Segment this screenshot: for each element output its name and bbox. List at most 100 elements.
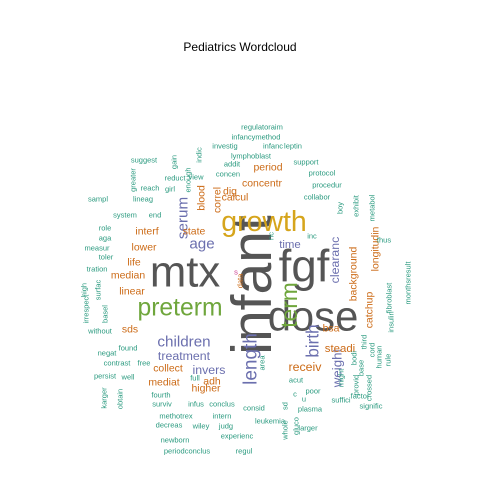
- word-inc: inc: [307, 232, 317, 241]
- word-catchup: catchup: [365, 292, 376, 329]
- word-whole: whole: [281, 420, 290, 441]
- word-surviv: surviv: [152, 400, 172, 409]
- word-investig: investig: [212, 142, 237, 151]
- word-period: period: [253, 163, 282, 174]
- word-bodi: bodi: [350, 351, 359, 366]
- word-aga: aga: [99, 234, 112, 243]
- word-life: life: [127, 258, 141, 269]
- word-s: s: [234, 268, 238, 277]
- word-tration: tration: [87, 265, 108, 274]
- word-mtx: mtx: [150, 248, 221, 297]
- word-concentr: concentr: [242, 179, 283, 190]
- word-addit: addit: [224, 160, 241, 169]
- word-term: term: [276, 282, 302, 328]
- word-conclus: conclus: [209, 400, 235, 409]
- word-longitudin: longitudin: [371, 226, 382, 271]
- word-leukemia: leukemia: [255, 417, 286, 426]
- word-suffici: suffici: [331, 396, 350, 405]
- word-support: support: [293, 158, 319, 167]
- word-protocol: protocol: [309, 169, 336, 178]
- word-sampl: sampl: [88, 195, 108, 204]
- word-free: free: [138, 359, 151, 368]
- word-clearanc: clearanc: [328, 237, 342, 284]
- word-judg: judg: [218, 422, 233, 431]
- word-exhibit: exhibit: [352, 194, 361, 217]
- word-linear: linear: [119, 287, 145, 298]
- word-infanc: infanc: [263, 142, 283, 151]
- word-adh: adh: [203, 377, 221, 388]
- word-system: system: [113, 211, 137, 220]
- chart-title: Pediatrics Wordcloud: [183, 40, 297, 54]
- word-found: found: [119, 344, 138, 353]
- word-weight: weight: [330, 348, 345, 388]
- word-procedur: procedur: [312, 181, 342, 190]
- word-calcul: calcul: [222, 193, 249, 204]
- word-interf: interf: [135, 227, 158, 238]
- word-role: role: [99, 224, 112, 233]
- word-indic: indic: [195, 147, 204, 163]
- word-steadi: steadi: [325, 343, 355, 355]
- word-reduct: reduct: [165, 174, 187, 183]
- word-regulatoraim: regulatoraim: [241, 123, 283, 132]
- word-periodconclus: periodconclus: [164, 447, 211, 456]
- word-reach: reach: [141, 184, 160, 193]
- word-c: c: [293, 390, 297, 399]
- word-leptin: leptin: [284, 142, 302, 151]
- word-poor: poor: [305, 387, 321, 396]
- word-full: full: [190, 374, 200, 383]
- word-background: background: [349, 247, 360, 302]
- word-third: third: [360, 335, 369, 350]
- word-growth: growth: [221, 206, 307, 238]
- word-larger: larger: [298, 424, 318, 433]
- word-state: state: [183, 227, 206, 238]
- word-consid: consid: [243, 404, 265, 413]
- word-factor: factor: [351, 392, 370, 401]
- word-dig: dig: [223, 187, 237, 198]
- word-serum: serum: [175, 197, 192, 239]
- word-metabol: metabol: [368, 194, 377, 221]
- word-well: well: [121, 373, 135, 382]
- word-toler: toler: [99, 253, 114, 262]
- word-monthsresult: monthsresult: [404, 261, 413, 305]
- word-collabor: collabor: [304, 193, 331, 202]
- word-contrast: contrast: [104, 359, 132, 368]
- word-crossed: crossed: [365, 375, 374, 401]
- word-high: high: [80, 283, 89, 297]
- word-area: area: [258, 355, 267, 371]
- word-girl: girl: [165, 185, 175, 194]
- word-irrespect: irrespect: [82, 294, 91, 324]
- word-receiv: receiv: [289, 360, 323, 374]
- word-time: time: [279, 239, 301, 251]
- word-enough: enough: [184, 167, 193, 192]
- word-infant: infant: [220, 215, 284, 355]
- word-age: age: [189, 236, 214, 253]
- word-gluco: gluco: [292, 417, 301, 435]
- word-intern: intern: [213, 412, 232, 421]
- word-gain: gain: [170, 155, 179, 169]
- word-mediat: mediat: [148, 378, 179, 389]
- word-end: end: [149, 211, 162, 220]
- word-sds: sds: [122, 325, 138, 336]
- word-fgf: fgf: [279, 241, 330, 292]
- word-collect: collect: [153, 364, 183, 375]
- word-higher: higher: [191, 384, 221, 395]
- word-invers: invers: [193, 363, 226, 377]
- word-might: might: [337, 368, 346, 387]
- word-signific: signific: [360, 402, 383, 411]
- word-median: median: [111, 271, 145, 282]
- word-wiley: wiley: [192, 422, 210, 431]
- word-measur: measur: [84, 244, 110, 253]
- word-plasma: plasma: [298, 405, 323, 414]
- word-cord: cord: [368, 343, 377, 358]
- word-negat: negat: [98, 349, 118, 358]
- word-without: without: [87, 327, 113, 336]
- word-preterm: preterm: [137, 295, 222, 322]
- word-concen: concen: [216, 170, 240, 179]
- word-u: u: [302, 395, 306, 404]
- word-rule: rule: [384, 354, 393, 367]
- word-human: human: [375, 346, 384, 369]
- word-methotrex: methotrex: [159, 412, 193, 421]
- word-experienc: experienc: [221, 432, 254, 441]
- word-persist: persist: [94, 372, 117, 381]
